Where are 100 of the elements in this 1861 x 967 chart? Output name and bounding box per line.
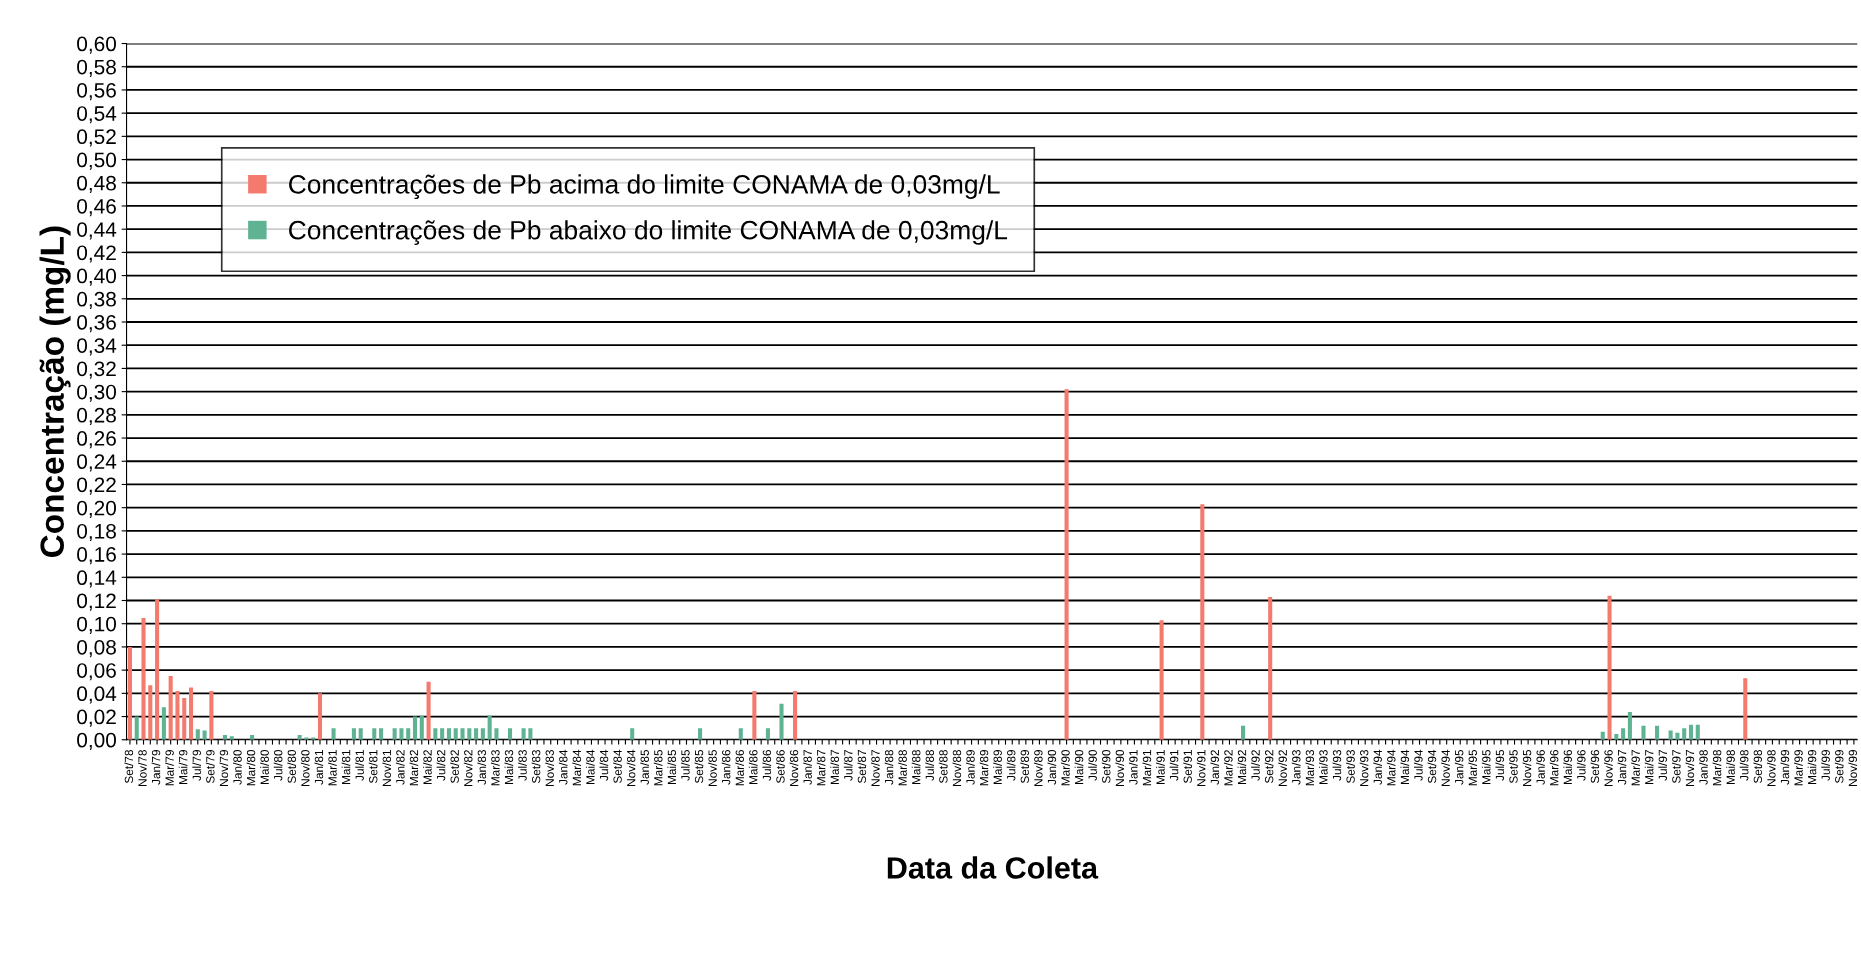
bar	[1200, 504, 1205, 740]
x-tick-label: Mar/93	[1305, 749, 1315, 786]
x-tick-label: Jul/92	[1251, 750, 1260, 781]
bar	[358, 728, 363, 740]
y-tick-label: 0,36	[77, 315, 116, 333]
x-tick-label: Set/80	[287, 749, 296, 784]
x-tick-label: Set/85	[694, 749, 704, 784]
x-tick-label: Mar/92	[1223, 750, 1233, 786]
x-tick-label: Jul/85	[680, 749, 690, 781]
x-tick-label: Nov/81	[382, 750, 392, 786]
x-tick-label: Set/84	[613, 749, 622, 784]
x-tick-label: Nov/93	[1359, 749, 1369, 786]
x-tick-label: Jul/79	[192, 750, 201, 781]
x-tick-label: Set/78	[124, 749, 134, 784]
x-tick-label: Jan/81	[314, 750, 324, 785]
x-tick-label: Nov/89	[1033, 750, 1043, 786]
x-tick-label: Mar/84	[572, 749, 582, 786]
bar	[1241, 725, 1246, 740]
x-tick-label: Jul/96	[1576, 749, 1586, 781]
bar	[127, 646, 132, 740]
x-tick-label: Mai/92	[1237, 750, 1247, 784]
x-tick-label: Mai/90	[1074, 749, 1084, 784]
x-tick-label: Jan/95	[1454, 749, 1464, 785]
x-tick-label: Nov/87	[871, 750, 880, 786]
x-tick-label: Mai/87	[830, 750, 839, 784]
x-tick-label: Set/89	[1020, 750, 1030, 784]
x-tick-label: Jan/87	[803, 750, 812, 785]
x-tick-label: Jan/83	[477, 749, 487, 785]
x-tick-label: Nov/99	[1848, 750, 1858, 786]
x-tick-label: Jul/89	[1006, 750, 1016, 781]
y-tick-label: 0,16	[77, 547, 116, 565]
x-tick-label: Mai/83	[504, 749, 514, 784]
x-tick-label: Jul/90	[1088, 749, 1097, 781]
bar	[175, 691, 180, 740]
bar	[188, 687, 194, 740]
x-tick-label: Jan/99	[1780, 750, 1790, 785]
x-tick-label: Mai/89	[993, 750, 1002, 784]
x-tick-label: Mar/97	[1631, 750, 1640, 786]
y-tick-label: 0,10	[77, 616, 117, 634]
bar	[1607, 595, 1612, 740]
y-tick-label: 0,60	[77, 36, 117, 54]
bar	[467, 728, 472, 740]
x-tick-label: Jan/89	[966, 750, 975, 785]
x-tick-label: Mar/88	[898, 749, 907, 786]
x-tick-label: Set/82	[450, 750, 459, 784]
bar	[453, 728, 458, 740]
bar	[195, 729, 200, 740]
x-tick-label: Jul/80	[273, 749, 283, 781]
bar	[487, 715, 492, 740]
x-tick-label: Jul/91	[1169, 750, 1179, 781]
bar	[474, 728, 479, 740]
x-tick-label: Mai/81	[341, 750, 351, 784]
x-tick-label: Jul/94	[1414, 749, 1423, 781]
bar	[317, 693, 323, 740]
x-tick-label: Mar/85	[653, 749, 663, 786]
bar	[1655, 725, 1660, 740]
bar	[148, 685, 153, 740]
x-tick-label: Set/88	[938, 749, 948, 784]
x-tick-label: Jul/99	[1821, 750, 1830, 781]
y-tick-label: 0,34	[77, 338, 117, 356]
x-tick-label: Mar/98	[1712, 749, 1722, 786]
bar	[331, 728, 336, 740]
x-tick-label: Mai/79	[178, 750, 188, 784]
bar	[630, 728, 635, 740]
x-tick-label: Jan/86	[721, 749, 731, 785]
x-tick-label: Jul/93	[1332, 749, 1342, 781]
bar	[419, 715, 424, 740]
x-tick-label: Jul/88	[925, 749, 934, 781]
bar	[351, 728, 356, 740]
x-tick-label: Jul/98	[1739, 749, 1749, 781]
x-tick-label: Jan/93	[1291, 749, 1301, 785]
x-tick-label: Mar/80	[246, 749, 256, 786]
y-tick-label: 0,42	[77, 245, 116, 263]
bar	[392, 728, 397, 740]
x-tick-label: Set/98	[1753, 749, 1763, 784]
x-tick-label: Mar/82	[409, 750, 419, 786]
bar	[134, 716, 139, 740]
x-tick-label: Mar/94	[1386, 749, 1396, 786]
x-tick-label: Nov/90	[1115, 749, 1125, 786]
y-tick-label: 0,58	[77, 59, 116, 77]
x-tick-label: Jan/85	[640, 749, 649, 785]
bar	[155, 599, 160, 740]
y-tick-label: 0,28	[77, 407, 116, 426]
x-tick-label: Jan/80	[233, 749, 242, 785]
bar	[494, 728, 499, 740]
x-tick-label: Mai/94	[1400, 749, 1410, 784]
x-tick-label: Mai/95	[1481, 749, 1491, 784]
x-tick-label: Mai/85	[667, 749, 677, 784]
bar	[168, 675, 173, 740]
x-tick-label: Nov/85	[708, 749, 717, 786]
bar	[161, 707, 166, 740]
bar	[379, 728, 384, 740]
x-tick-label: Mai/91	[1156, 750, 1165, 784]
x-tick-label: Set/91	[1183, 750, 1192, 784]
x-tick-label: Set/97	[1671, 750, 1681, 784]
x-tick-label: Jul/83	[518, 749, 527, 781]
x-tick-label: Nov/98	[1766, 749, 1776, 786]
x-tick-label: Nov/78	[138, 749, 147, 786]
x-tick-label: Mar/90	[1061, 749, 1070, 786]
bar	[1743, 678, 1748, 740]
